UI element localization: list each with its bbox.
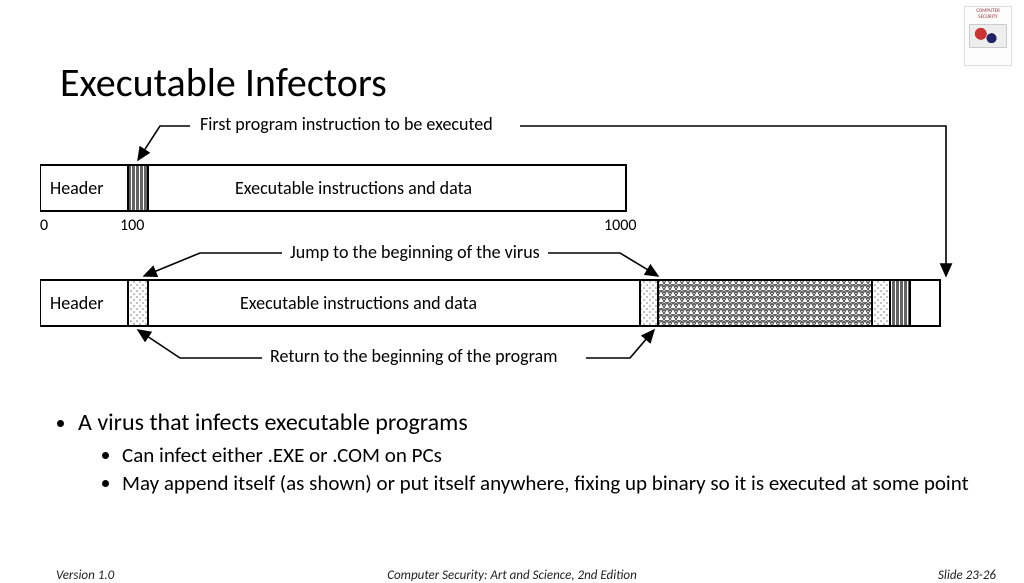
bullet-sub1: Can infect either .EXE or .COM on PCs (122, 442, 974, 468)
ann-return: Return to the beginning of the program (270, 345, 557, 367)
scale-1000: 1000 (604, 216, 636, 235)
book-cover-image (969, 24, 1007, 48)
scale-0: 0 (40, 216, 48, 235)
block2-header-label: Header (50, 292, 103, 314)
block2: Header Executable instructions and data (40, 280, 940, 326)
ann-jump: Jump to the beginning of the virus (290, 241, 540, 263)
arrow-jump-right (548, 253, 658, 276)
page-title: Executable Infectors (60, 58, 387, 107)
arrow-return-right (586, 330, 654, 358)
arrow-first-instr (138, 126, 190, 160)
block2-body-label: Executable instructions and data (240, 292, 477, 314)
block1: Header Executable instructions and data … (40, 165, 636, 235)
book-line2: SECURITY (978, 14, 997, 20)
arrow-jump-left (144, 253, 282, 276)
infector-diagram: Header Executable instructions and data … (40, 110, 970, 400)
block1-header-label: Header (50, 177, 103, 199)
bullet-sub2: May append itself (as shown) or put itse… (122, 470, 974, 496)
ann-first-instr: First program instruction to be executed (200, 113, 493, 135)
block1-body-label: Executable instructions and data (235, 177, 472, 199)
arrow-return-left (138, 330, 262, 358)
scale-100: 100 (120, 216, 144, 235)
bullet-list: A virus that infects executable programs… (54, 408, 974, 499)
bullet-main: A virus that infects executable programs… (78, 408, 974, 497)
book-cover-thumbnail: COMPUTER SECURITY (964, 6, 1012, 66)
